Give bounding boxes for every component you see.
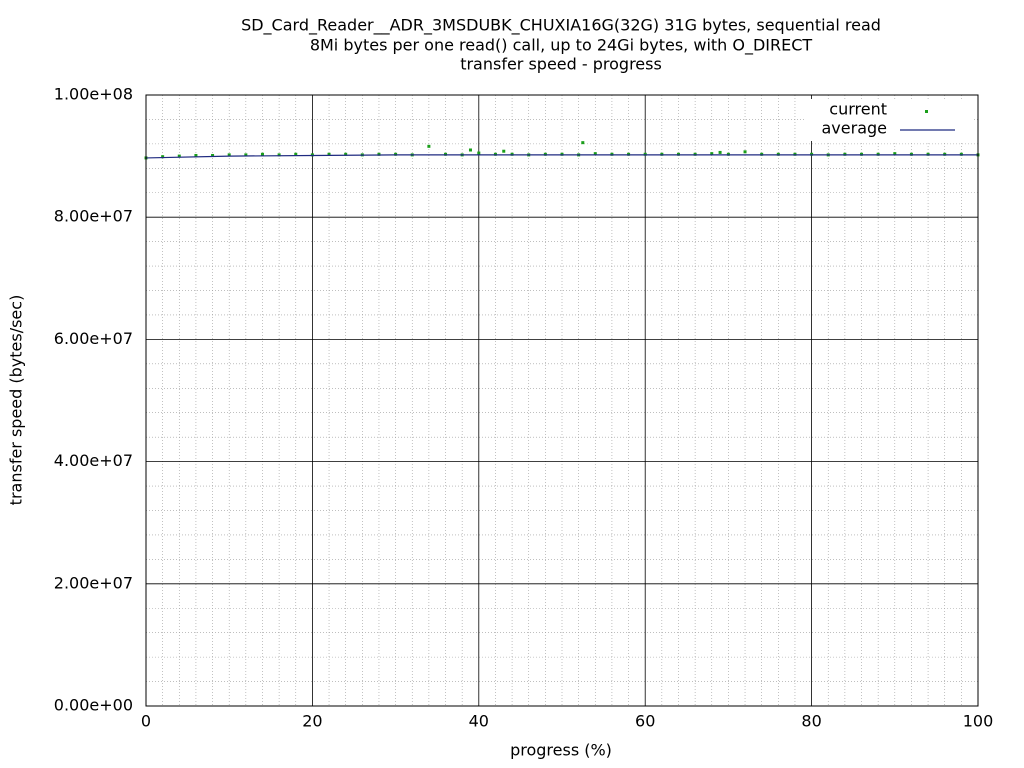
data-point bbox=[876, 152, 880, 156]
data-point bbox=[227, 153, 231, 157]
data-point bbox=[776, 152, 780, 156]
chart-subtitle: 8Mi bytes per one read() call, up to 24G… bbox=[310, 36, 813, 56]
y-tick-label: 4.00e+07 bbox=[54, 451, 133, 470]
plot-frame bbox=[145, 94, 979, 707]
data-point bbox=[726, 152, 730, 156]
data-point bbox=[502, 149, 506, 153]
data-point bbox=[643, 152, 647, 156]
plot-marks bbox=[144, 141, 980, 160]
data-point bbox=[810, 152, 814, 156]
data-point bbox=[581, 141, 585, 145]
x-tick-label: 40 bbox=[469, 712, 489, 731]
data-point bbox=[468, 148, 472, 152]
data-point bbox=[860, 152, 864, 156]
data-point bbox=[710, 152, 714, 156]
data-point bbox=[294, 152, 298, 156]
data-point bbox=[327, 152, 331, 156]
data-point bbox=[593, 152, 597, 156]
data-point bbox=[394, 152, 398, 156]
y-tick-label: 2.00e+07 bbox=[54, 573, 133, 592]
data-point bbox=[843, 152, 847, 156]
chart-subtitle: transfer speed - progress bbox=[460, 55, 662, 74]
data-point bbox=[943, 152, 947, 156]
chart-title: SD_Card_Reader__ADR_3MSDUBK_CHUXIA16G(32… bbox=[241, 16, 881, 36]
data-point bbox=[743, 150, 747, 154]
legend-box bbox=[805, 99, 973, 141]
data-point bbox=[543, 152, 547, 156]
x-tick-label: 60 bbox=[635, 712, 655, 731]
data-point bbox=[427, 144, 431, 148]
legend-label: average bbox=[822, 119, 888, 138]
data-point bbox=[161, 155, 165, 159]
data-point bbox=[194, 153, 198, 157]
data-point bbox=[344, 152, 348, 156]
data-point bbox=[718, 150, 722, 154]
data-point bbox=[277, 153, 281, 157]
data-point bbox=[627, 152, 631, 156]
y-axis-label: transfer speed (bytes/sec) bbox=[7, 295, 26, 506]
data-point bbox=[793, 152, 797, 156]
y-tick-label: 8.00e+07 bbox=[54, 207, 133, 226]
data-point bbox=[310, 153, 314, 157]
data-point bbox=[493, 152, 497, 156]
legend-swatch bbox=[925, 110, 928, 113]
x-tick-label: 0 bbox=[141, 712, 151, 731]
data-point bbox=[211, 153, 215, 157]
average-line bbox=[145, 154, 978, 159]
data-point bbox=[926, 152, 930, 156]
y-tick-label: 0.00e+00 bbox=[54, 696, 133, 715]
data-point bbox=[244, 153, 248, 157]
data-point bbox=[693, 152, 697, 156]
data-point bbox=[377, 152, 381, 156]
data-point bbox=[177, 154, 181, 158]
y-tick-label: 1.00e+08 bbox=[54, 85, 133, 104]
data-point bbox=[260, 152, 264, 156]
data-point bbox=[959, 152, 963, 156]
x-tick-label: 80 bbox=[801, 712, 821, 731]
x-tick-label: 100 bbox=[963, 712, 994, 731]
data-point bbox=[444, 152, 448, 156]
data-point bbox=[760, 152, 764, 156]
x-axis-label: progress (%) bbox=[510, 741, 612, 760]
data-point bbox=[560, 152, 564, 156]
data-point bbox=[477, 151, 481, 155]
legend-label: current bbox=[829, 100, 887, 119]
data-point bbox=[610, 152, 614, 156]
data-point bbox=[893, 152, 897, 156]
data-point bbox=[676, 152, 680, 156]
data-point bbox=[510, 152, 514, 156]
data-point bbox=[660, 152, 664, 156]
y-tick-label: 6.00e+07 bbox=[54, 329, 133, 348]
x-tick-label: 20 bbox=[302, 712, 322, 731]
data-point bbox=[909, 152, 913, 156]
